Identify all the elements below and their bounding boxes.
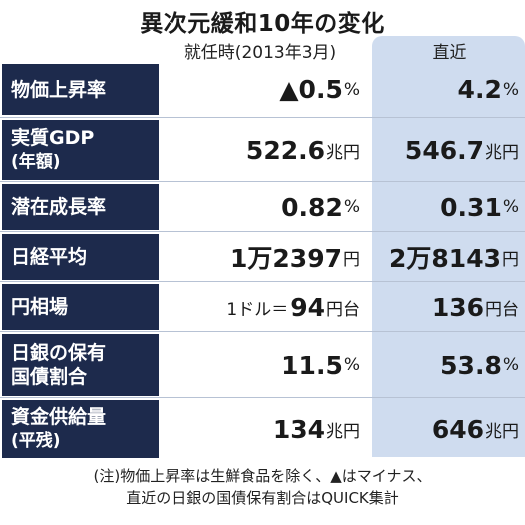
table-row: 円相場 1ドル＝ 94 円台 136 円台 [0,281,525,332]
table-row: 物価上昇率 ▲0.5% 4.2% [0,62,525,117]
value-now: 646 兆円 [374,398,519,460]
value-unit: 円 [502,249,519,270]
table-row: 潜在成長率 0.82% 0.31% [0,181,525,232]
table-row: 実質GDP (年額) 522.6 兆円 546.7 兆円 [0,117,525,182]
value-unit: % [502,197,519,217]
row-label-line1: 実質GDP [11,127,95,149]
value-now: 0.31% [374,182,519,232]
value-unit: 兆円 [485,142,519,163]
value-then: 134 兆円 [160,398,360,460]
value-unit: 兆円 [485,421,519,442]
row-label-line1: 潜在成長率 [11,196,107,218]
value-then: 0.82% [160,182,360,232]
row-label: 資金供給量 (平残) [2,400,159,458]
value-number: 0.82 [281,192,343,222]
value-unit: % [343,79,360,100]
value-now: 136 円台 [374,282,519,332]
value-number: 522.6 [245,135,325,165]
row-label-line1: 日経平均 [11,246,88,268]
value-then: ▲0.5% [160,62,360,117]
value-now: 546.7 兆円 [374,118,519,182]
row-label: 物価上昇率 [2,64,159,115]
footnote-line-1: (注)物価上昇率は生鮮食品を除く、▲はマイナス、 [93,467,432,485]
column-header-then: 就任時(2013年3月) [183,43,337,63]
recent-column-background [372,36,525,457]
row-label: 円相場 [2,284,159,330]
value-number: 136 [431,292,484,322]
value-number: 94 [290,292,325,322]
value-then: 1ドル＝ 94 円台 [160,282,360,332]
row-label-line1: 物価上昇率 [11,78,107,101]
value-unit: 円台 [326,299,360,320]
table-row: 日経平均 1万2397 円 2万8143 円 [0,231,525,282]
row-label: 実質GDP (年額) [2,120,159,180]
value-unit: 兆円 [326,421,360,442]
value-number: 2万8143 [389,244,501,273]
value-then: 522.6 兆円 [160,118,360,182]
value-unit: 円台 [485,299,519,320]
value-number: 134 [272,414,325,444]
value-prefix: 1ドル＝ [226,299,289,320]
value-number: 0.31 [440,192,502,222]
value-number: 4.2 [457,75,502,104]
value-unit: % [502,355,519,375]
row-label-line1: 円相場 [11,296,69,318]
table-title: 異次元緩和10年の変化 [140,11,385,37]
table-row: 日銀の保有 国債割合 11.5% 53.8% [0,331,525,398]
row-label-line2: (平残) [11,431,61,451]
value-now: 53.8% [374,332,519,398]
value-number: 11.5 [281,350,343,380]
value-unit: 円 [343,249,360,270]
value-unit: % [343,197,360,217]
value-then: 11.5% [160,332,360,398]
row-label: 潜在成長率 [2,184,159,230]
value-number: 1万2397 [230,244,342,273]
row-label: 日銀の保有 国債割合 [2,334,159,396]
value-now: 2万8143 円 [374,232,519,282]
value-number: ▲0.5 [279,75,343,104]
row-label-line1: 資金供給量 [11,406,107,428]
value-now: 4.2% [374,62,519,117]
value-number: 53.8 [440,350,502,380]
value-unit: % [343,355,360,375]
row-label-line1: 日銀の保有 [11,342,107,364]
value-unit: % [502,79,519,100]
row-label: 日経平均 [2,234,159,280]
value-number: 646 [431,414,484,444]
row-label-line2: 国債割合 [11,366,88,388]
footnote-line-2: 直近の日銀の国債保有割合はQUICK集計 [126,489,399,507]
row-label-line2: (年額) [11,152,61,172]
value-then: 1万2397 円 [160,232,360,282]
value-unit: 兆円 [326,142,360,163]
table-row: 資金供給量 (平残) 134 兆円 646 兆円 [0,397,525,460]
value-number: 546.7 [404,135,484,165]
column-header-now: 直近 [432,43,467,63]
